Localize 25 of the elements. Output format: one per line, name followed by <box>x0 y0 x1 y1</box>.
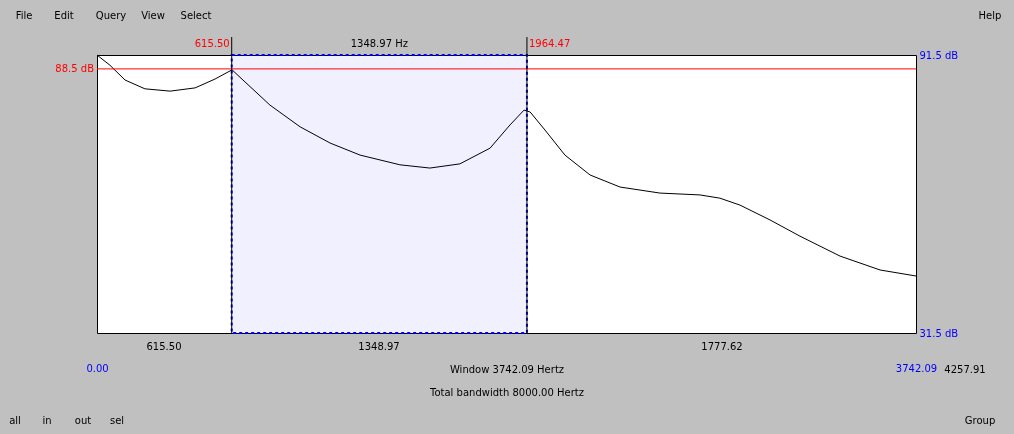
text: View <box>141 10 165 21</box>
text: in <box>42 415 52 426</box>
text: 4257.91 <box>944 364 986 375</box>
text: sel <box>109 415 125 426</box>
text: Select <box>180 10 212 21</box>
text: out <box>74 415 92 426</box>
text: Edit <box>54 10 74 21</box>
x-tick-label: 0.00 <box>86 362 109 374</box>
text: Total bandwidth 8000.00 Hertz <box>429 387 584 398</box>
ref-line-label: 88.5 dB <box>55 62 95 74</box>
text: 1777.62 <box>701 341 743 352</box>
text: 1348.97 <box>358 341 400 352</box>
text: Window 3742.09 Hertz <box>449 364 565 375</box>
ref-line-label: 1964.47 <box>528 38 571 49</box>
ref-line-label: 615.50 <box>194 38 230 49</box>
band-label: 1348.97 Hz <box>350 38 408 49</box>
text: Group <box>964 415 996 426</box>
text: Query <box>95 10 127 21</box>
text: 615.50 <box>146 341 182 352</box>
text: Help <box>978 10 1002 21</box>
text: all <box>9 415 21 426</box>
x-tick-label: 3742.09 <box>895 362 938 374</box>
y-tick-label: 91.5 dB <box>919 49 959 61</box>
y-tick-label: 31.5 dB <box>919 327 959 339</box>
text: File <box>15 10 33 21</box>
